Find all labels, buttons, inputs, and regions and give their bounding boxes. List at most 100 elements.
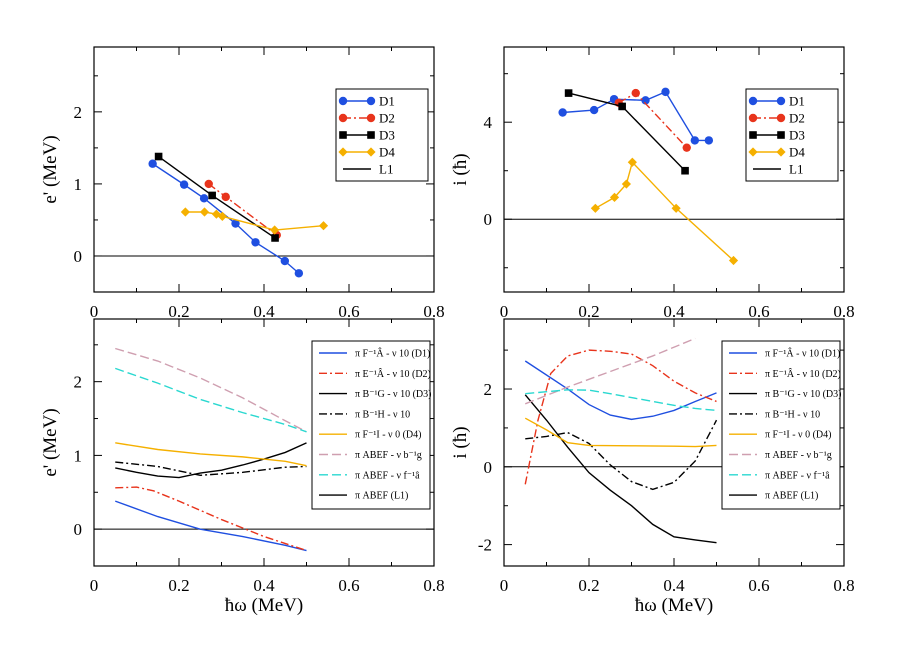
- series-line-6: [115, 367, 307, 433]
- legend-entry: π F⁻¹Â - ν 10 (D1): [765, 348, 840, 360]
- legend-entry: L1: [789, 162, 803, 177]
- legend-entry: D4: [789, 145, 805, 160]
- series-group: [558, 87, 739, 266]
- legend-entry: L1: [379, 162, 393, 177]
- data-point: [690, 136, 700, 145]
- x-tick-label: 0.2: [168, 576, 189, 595]
- legend-marker: [339, 131, 347, 139]
- series-line-0: [115, 500, 307, 552]
- x-tick-label: 0.4: [253, 576, 275, 595]
- x-axis-label: ħω (MeV): [635, 595, 713, 616]
- y-tick-label: 1: [74, 175, 83, 194]
- x-tick-label: 0.8: [833, 576, 854, 595]
- y-tick-label: 2: [484, 380, 493, 399]
- legend: π F⁻¹Â - ν 10 (D1) π E⁻¹Â - ν 10 (D2) π B⁻…: [311, 340, 431, 510]
- data-point: [208, 191, 216, 200]
- y-tick-label: 2: [74, 373, 83, 392]
- data-point: [221, 192, 230, 202]
- legend-entry: π B⁻¹H - ν 10: [765, 409, 820, 420]
- data-point: [179, 180, 189, 189]
- legend-entry: π ABEF (L1): [765, 491, 818, 502]
- data-point: [728, 255, 739, 266]
- legend-marker: [749, 131, 757, 139]
- x-tick-label: 0.8: [423, 302, 444, 321]
- legend-marker: [748, 96, 758, 106]
- y-tick-label: 0: [484, 210, 493, 229]
- legend-marker: [338, 113, 348, 123]
- legend-entry: D1: [789, 94, 805, 109]
- legend-entry: D4: [379, 145, 395, 160]
- series-line-1: [524, 349, 717, 485]
- x-tick-label: 0.6: [338, 302, 359, 321]
- x-tick-label: 0.2: [168, 302, 189, 321]
- legend-entry: π ABEF - ν f⁻¹â: [765, 470, 830, 481]
- legend-entry: D3: [789, 128, 805, 143]
- series-line-4: [115, 442, 307, 467]
- x-tick-label: 0.4: [663, 576, 685, 595]
- data-point: [199, 194, 209, 203]
- series-group: [148, 152, 329, 278]
- legend-marker: [748, 147, 758, 157]
- series-line-5: [524, 337, 696, 405]
- x-tick-label: 0.6: [748, 576, 769, 595]
- x-axis-label: ħω (MeV): [225, 595, 303, 616]
- x-tick-label: 0.2: [578, 576, 599, 595]
- series-line-3: [595, 160, 734, 261]
- data-point: [294, 269, 304, 278]
- series-line-3: [525, 419, 718, 491]
- legend-entry: D2: [379, 111, 395, 126]
- x-tick-label: 0.8: [423, 576, 444, 595]
- x-tick-label: 0: [500, 302, 509, 321]
- legend-marker: [748, 113, 758, 123]
- legend-entry: π E⁻¹Â - ν 10 (D2): [355, 368, 431, 380]
- series-line-1: [618, 92, 688, 149]
- data-point: [631, 88, 640, 98]
- x-tick-label: 0.4: [253, 302, 275, 321]
- legend-marker: [366, 113, 376, 123]
- legend-marker: [366, 96, 376, 106]
- series-line-3: [115, 461, 307, 477]
- legend-marker: [338, 147, 348, 157]
- data-point: [231, 219, 240, 228]
- y-axis-label: i (ħ): [450, 426, 471, 458]
- data-point: [558, 108, 567, 117]
- legend-entry: π B⁻¹H - ν 10: [355, 409, 410, 420]
- legend-marker: [776, 96, 786, 106]
- series-line-2: [524, 394, 717, 544]
- legend-entry: π ABEF (L1): [355, 491, 408, 502]
- x-tick-label: 0.6: [748, 302, 769, 321]
- legend-entry: π ABEF - ν b⁻¹g: [765, 450, 832, 461]
- panel-bottom-right: 0 0.2 0.4 0.6 0.8 -2 0 2 i (ħ) ħω (MeV) π F⁻¹Â - ν…: [450, 318, 855, 616]
- x-tick-label: 0: [90, 302, 99, 321]
- legend: π F⁻¹Â - ν 10 (D1) π E⁻¹Â - ν 10 (D2) π B⁻…: [721, 340, 841, 510]
- series-group: [115, 347, 307, 552]
- panel-top-left: 0 0.2 0.4 0.6 0.8 0 1 2 e' (MeV) D1 D2 D3 D4 L1: [40, 46, 445, 321]
- x-tick-label: 0: [90, 576, 99, 595]
- data-point: [271, 234, 279, 242]
- x-tick-label: 0: [500, 576, 509, 595]
- legend-entry: π ABEF - ν b⁻¹g: [355, 450, 422, 461]
- series-line-0: [562, 90, 709, 142]
- y-tick-label: 4: [484, 113, 493, 132]
- x-tick-label: 0.6: [338, 576, 359, 595]
- data-point: [204, 179, 213, 189]
- series-line-2: [115, 442, 307, 479]
- legend-marker: [366, 147, 376, 157]
- data-point: [564, 89, 573, 97]
- legend-entry: π F⁻¹I - ν 0 (D4): [355, 430, 421, 441]
- legend-marker: [367, 131, 375, 139]
- legend-box: [745, 88, 839, 182]
- data-point: [199, 207, 210, 217]
- x-tick-label: 0.8: [833, 302, 854, 321]
- legend-entry: π B⁻¹G - ν 10 (D3): [765, 389, 841, 400]
- series-line-0: [524, 360, 717, 421]
- x-tick-label: 0.4: [663, 302, 685, 321]
- legend-entry: D1: [379, 94, 395, 109]
- legend-entry: π ABEF - ν f⁻¹â: [355, 470, 420, 481]
- data-point: [589, 105, 599, 115]
- series-line-4: [524, 417, 717, 448]
- legend-marker: [338, 96, 348, 106]
- series-group: [524, 337, 718, 544]
- data-point: [618, 102, 626, 111]
